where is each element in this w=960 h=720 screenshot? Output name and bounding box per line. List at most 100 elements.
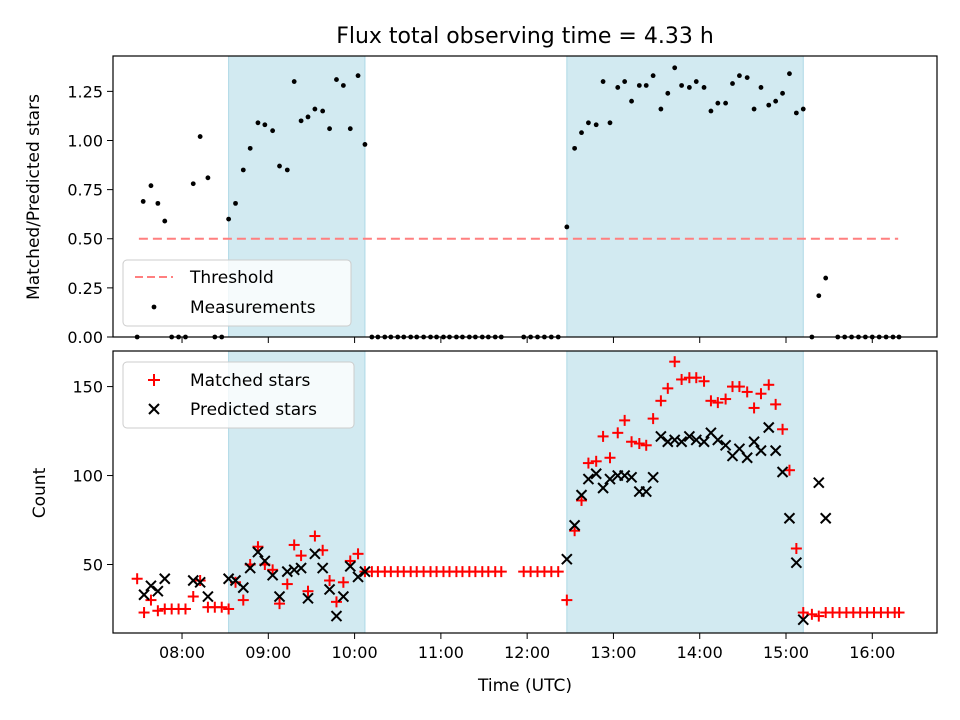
predicted-star-point bbox=[202, 590, 214, 603]
predicted-star-point bbox=[252, 546, 264, 558]
matched-star-point bbox=[748, 402, 760, 414]
ratio-y-axis-label: Matched/Predicted stars bbox=[24, 94, 44, 300]
measurement-point bbox=[284, 167, 290, 173]
matched-star-point bbox=[330, 596, 342, 608]
measurement-point bbox=[615, 85, 621, 90]
legend-measurements-swatch bbox=[151, 304, 157, 310]
predicted-star-point bbox=[647, 471, 659, 484]
ratio-ytick-label: 1.00 bbox=[67, 131, 103, 150]
ratio-panel: 0.00 0.25 0.50 0.75 1.00 1.25 Matched/Predict… bbox=[24, 55, 938, 347]
measurement-point bbox=[270, 128, 276, 134]
measurement-point bbox=[148, 183, 154, 189]
predicted-star-point bbox=[281, 565, 293, 578]
x-axis-label: Time (UTC) bbox=[477, 676, 572, 696]
ratio-panel-frame bbox=[112, 55, 938, 338]
chart-title: Flux total observing time = 4.33 h bbox=[336, 24, 714, 49]
measurement-point bbox=[650, 73, 656, 79]
measurement-point bbox=[665, 90, 671, 96]
matched-star-point bbox=[352, 548, 364, 560]
measurement-point bbox=[140, 199, 146, 204]
measurement-point bbox=[362, 142, 368, 147]
predicted-star-point bbox=[316, 562, 329, 574]
measurement-point bbox=[737, 73, 742, 79]
matched-star-point bbox=[179, 603, 191, 615]
measurement-point bbox=[340, 83, 346, 88]
matched-star-point bbox=[619, 414, 631, 426]
measurement-point bbox=[291, 79, 297, 84]
measurement-point bbox=[773, 98, 779, 104]
counts-observing-window-2 bbox=[566, 350, 804, 634]
matched-star-point bbox=[763, 379, 775, 391]
predicted-star-point bbox=[668, 434, 681, 446]
xtick-label: 10:00 bbox=[332, 643, 378, 662]
matched-star-point bbox=[252, 541, 264, 553]
predicted-star-point bbox=[337, 590, 350, 603]
predicted-star-point bbox=[359, 565, 371, 578]
predicted-star-point bbox=[719, 439, 732, 452]
measurement-point bbox=[723, 100, 729, 106]
measurement-point bbox=[629, 98, 634, 104]
predicted-star-point bbox=[763, 421, 775, 434]
matched-star-point bbox=[295, 550, 307, 562]
matched-star-point bbox=[662, 382, 674, 394]
measurement-point bbox=[607, 120, 613, 126]
matched-star-point bbox=[324, 575, 336, 587]
predicted-star-point bbox=[625, 471, 638, 484]
measurement-point bbox=[679, 83, 685, 88]
predicted-star-point bbox=[259, 555, 271, 567]
counts-y-axis-label: Count bbox=[30, 467, 50, 518]
measurement-point bbox=[197, 134, 203, 139]
measurement-point bbox=[312, 106, 318, 112]
measurement-point bbox=[240, 167, 246, 173]
measurement-point bbox=[586, 120, 591, 126]
predicted-star-point bbox=[244, 562, 256, 574]
counts-ytick-label: 100 bbox=[72, 467, 103, 486]
predicted-star-point bbox=[568, 519, 581, 532]
ratio-ytick-label: 1.25 bbox=[67, 82, 103, 101]
predicted-star-point bbox=[618, 469, 631, 482]
predicted-star-point bbox=[769, 444, 782, 457]
legend-measurements-label: Measurements bbox=[190, 298, 316, 318]
predicted-star-point bbox=[582, 473, 595, 485]
matched-star-point bbox=[770, 398, 782, 410]
xtick-label: 16:00 bbox=[849, 643, 895, 662]
measurement-point bbox=[334, 77, 339, 82]
matched-star-point bbox=[590, 455, 602, 467]
measurement-point bbox=[162, 218, 168, 224]
matched-star-point bbox=[626, 436, 638, 448]
measurement-point bbox=[766, 102, 772, 108]
measurement-point bbox=[823, 275, 829, 281]
predicted-star-point bbox=[776, 466, 789, 478]
xtick-label: 12:00 bbox=[504, 643, 550, 662]
matched-star-point bbox=[676, 373, 688, 385]
measurement-point bbox=[636, 83, 642, 88]
matched-star-point bbox=[309, 530, 321, 542]
matched-star-point bbox=[893, 607, 905, 619]
measurement-point bbox=[780, 90, 785, 96]
measurement-point bbox=[298, 118, 304, 124]
matched-star-point bbox=[777, 423, 789, 435]
xtick-label: 08:00 bbox=[159, 643, 205, 662]
legend-matched-label: Matched stars bbox=[190, 371, 310, 391]
predicted-star-point bbox=[675, 436, 688, 448]
predicted-star-point bbox=[662, 436, 674, 448]
measurement-point bbox=[347, 126, 353, 132]
predicted-star-point bbox=[590, 468, 602, 480]
predicted-star-point bbox=[712, 434, 724, 446]
predicted-star-point bbox=[813, 476, 825, 489]
predicted-star-point bbox=[323, 583, 336, 596]
predicted-star-point bbox=[604, 473, 616, 485]
measurement-point bbox=[305, 114, 311, 120]
measurement-point bbox=[190, 181, 196, 187]
measurement-point bbox=[730, 81, 735, 86]
matched-star-point bbox=[561, 594, 573, 606]
predicted-star-point bbox=[755, 444, 767, 457]
measurement-point bbox=[262, 122, 268, 128]
predicted-star-point bbox=[683, 430, 696, 443]
measurement-point bbox=[327, 126, 332, 132]
ratio-ytick-label: 0.25 bbox=[67, 279, 103, 298]
xtick-label: 13:00 bbox=[590, 643, 636, 662]
predicted-star-point bbox=[698, 436, 710, 448]
ratio-legend: Threshold Measurements bbox=[122, 259, 352, 327]
